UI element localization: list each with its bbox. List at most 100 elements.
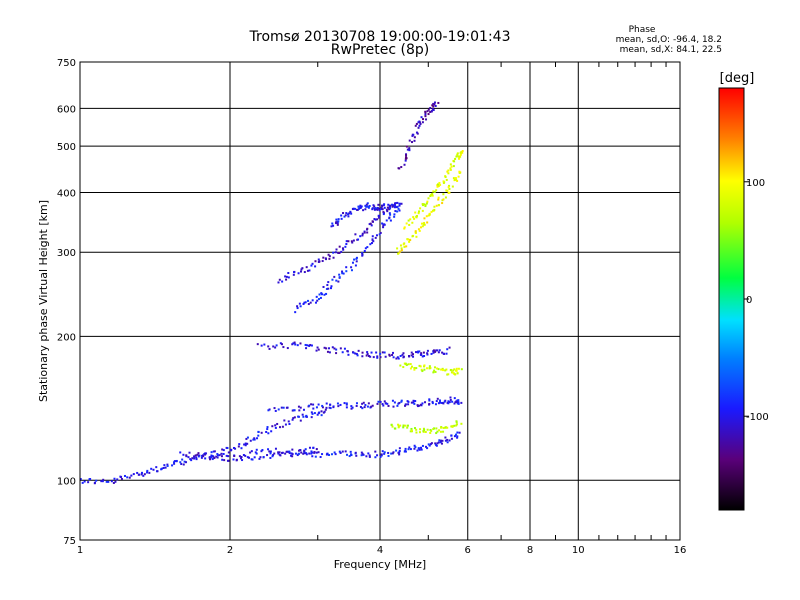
- data-point: [216, 456, 219, 459]
- data-point: [410, 429, 413, 432]
- data-point: [330, 285, 333, 288]
- data-point: [244, 454, 247, 457]
- data-point: [434, 403, 437, 406]
- data-point: [448, 439, 451, 442]
- data-point: [370, 224, 373, 227]
- data-point: [403, 227, 406, 230]
- data-point: [143, 473, 146, 476]
- data-point: [345, 240, 348, 243]
- data-point: [349, 211, 352, 214]
- data-point: [428, 365, 431, 368]
- data-point: [421, 444, 424, 447]
- data-point: [402, 352, 405, 355]
- colorbar-label: [deg]: [720, 71, 755, 86]
- data-point: [419, 226, 422, 229]
- data-point: [406, 148, 409, 151]
- data-point: [296, 307, 299, 310]
- data-point: [379, 356, 382, 359]
- data-point: [303, 449, 306, 452]
- data-point: [433, 366, 436, 369]
- data-point: [320, 410, 323, 413]
- data-point: [317, 403, 320, 406]
- data-point: [423, 217, 426, 220]
- data-point: [356, 208, 359, 211]
- data-point: [389, 204, 392, 207]
- data-point: [307, 299, 310, 302]
- data-point: [362, 401, 365, 404]
- data-point: [436, 397, 439, 400]
- data-point: [325, 402, 328, 405]
- data-point: [426, 428, 429, 431]
- data-point: [373, 218, 376, 221]
- data-point: [435, 204, 438, 207]
- data-point: [346, 350, 349, 353]
- data-point: [315, 448, 318, 451]
- data-point: [394, 210, 397, 213]
- data-point: [336, 222, 339, 225]
- data-point: [285, 406, 288, 409]
- data-point: [208, 456, 211, 459]
- data-point: [329, 407, 332, 410]
- data-point: [411, 141, 414, 144]
- data-point: [287, 271, 290, 274]
- data-point: [333, 275, 336, 278]
- data-point: [366, 351, 369, 354]
- data-point: [418, 350, 421, 353]
- data-point: [430, 210, 433, 213]
- data-point: [268, 408, 271, 411]
- data-point: [413, 367, 416, 370]
- data-point: [351, 261, 354, 264]
- data-point: [445, 352, 448, 355]
- data-point: [455, 155, 458, 158]
- data-point: [275, 344, 278, 347]
- data-point: [454, 178, 457, 181]
- data-point: [418, 121, 421, 124]
- data-point: [362, 453, 365, 456]
- data-point: [346, 453, 349, 456]
- data-point: [204, 452, 207, 455]
- data-point: [212, 455, 215, 458]
- data-point: [436, 367, 439, 370]
- data-point: [422, 427, 425, 430]
- data-point: [400, 400, 403, 403]
- data-point: [453, 402, 456, 405]
- data-point: [112, 481, 115, 484]
- x-tick-label: 10: [572, 545, 585, 556]
- data-point: [173, 462, 176, 465]
- data-point: [334, 251, 337, 254]
- data-point: [210, 454, 213, 457]
- data-point: [446, 441, 449, 444]
- data-point: [255, 452, 258, 455]
- data-point: [454, 177, 457, 180]
- data-point: [247, 456, 250, 459]
- data-point: [310, 416, 313, 419]
- data-point: [271, 455, 274, 458]
- data-point: [345, 212, 348, 215]
- data-point: [383, 400, 386, 403]
- data-point: [318, 260, 321, 263]
- data-point: [338, 273, 341, 276]
- data-point: [366, 231, 369, 234]
- data-point: [345, 266, 348, 269]
- data-points: [79, 101, 464, 485]
- data-point: [296, 305, 299, 308]
- data-point: [421, 222, 424, 225]
- x-tick-label: 16: [674, 545, 687, 556]
- data-point: [448, 191, 451, 194]
- data-point: [435, 432, 438, 435]
- data-point: [282, 406, 285, 409]
- data-point: [447, 402, 450, 405]
- data-point: [388, 205, 391, 208]
- data-point: [361, 232, 364, 235]
- data-point: [283, 419, 286, 422]
- data-point: [293, 271, 296, 274]
- data-point: [376, 218, 379, 221]
- phase-stats-x: mean, sd,X: 84.1, 22.5: [620, 45, 722, 55]
- data-point: [258, 457, 261, 460]
- data-point: [379, 208, 382, 211]
- data-point: [452, 369, 455, 372]
- data-point: [148, 471, 151, 474]
- data-point: [414, 124, 417, 127]
- data-point: [411, 365, 414, 368]
